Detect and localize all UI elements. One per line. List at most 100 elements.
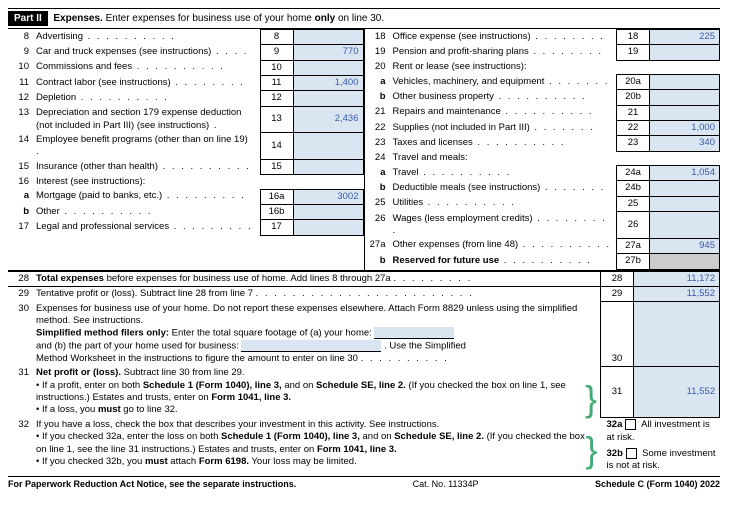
box-label: 12	[260, 91, 293, 106]
line-no: 15	[8, 160, 33, 175]
box-value[interactable]	[293, 60, 363, 75]
box-label: 17	[260, 220, 293, 235]
line-no: 25	[365, 196, 390, 211]
box-label: 15	[260, 160, 293, 175]
box-value[interactable]	[650, 105, 720, 120]
t: Schedule SE, line 2.	[394, 431, 484, 442]
line-desc: Travel and meals:	[390, 151, 617, 165]
line30-p2b: Enter the total square footage of (a) yo…	[169, 328, 372, 339]
t: must	[98, 404, 121, 415]
box-label: 27a	[617, 238, 650, 253]
line28-rest: before expenses for business use of home…	[104, 273, 391, 284]
t: Schedule 1 (Form 1040), line 3,	[221, 431, 360, 442]
line-no: 28	[8, 271, 33, 286]
line32-intro: If you have a loss, check the box that d…	[36, 419, 598, 431]
box-value[interactable]: 11,552	[634, 366, 720, 417]
line-no: a	[8, 189, 33, 204]
box-value[interactable]: 770	[293, 45, 363, 60]
line30-p3b: . Use the Simplified	[384, 341, 466, 352]
t: attach	[168, 456, 199, 467]
line-no: 12	[8, 91, 33, 106]
box-value[interactable]: 3002	[293, 189, 363, 204]
box-label: 24b	[617, 181, 650, 196]
line-no: 32	[8, 418, 33, 474]
box-value[interactable]	[293, 30, 363, 45]
t: Form 1041, line 3.	[211, 392, 291, 403]
box-value[interactable]	[650, 90, 720, 105]
box-value[interactable]	[293, 160, 363, 175]
t: Form 6198.	[199, 456, 249, 467]
box-value[interactable]	[650, 254, 720, 269]
line-desc: Contract labor (see instructions) . . . …	[33, 76, 260, 91]
line29-desc: Tentative profit or (loss). Subtract lin…	[33, 286, 601, 301]
box-value[interactable]	[293, 91, 363, 106]
box-value[interactable]: 2,436	[293, 106, 363, 133]
box-label: 21	[617, 105, 650, 120]
line-no: b	[365, 254, 390, 269]
checkbox-32b[interactable]	[626, 448, 637, 459]
box-value[interactable]	[293, 205, 363, 220]
line-no: 31	[8, 366, 33, 417]
box-label: 18	[617, 30, 650, 45]
box-value[interactable]: 945	[650, 238, 720, 253]
box-value[interactable]: 1,400	[293, 76, 363, 91]
empty-cell	[617, 151, 720, 165]
line-no: 22	[365, 121, 390, 136]
box-value[interactable]	[650, 75, 720, 90]
opt-32a-label: 32a	[607, 419, 623, 430]
checkbox-32a[interactable]	[625, 419, 636, 430]
line-desc: Rent or lease (see instructions):	[390, 60, 617, 74]
line-no: 20	[365, 60, 390, 74]
sqft-home-input[interactable]	[374, 327, 454, 339]
box-value[interactable]	[650, 181, 720, 196]
box-label: 28	[601, 271, 634, 286]
line30-bold: Simplified method filers only:	[36, 328, 169, 339]
line-no: 18	[365, 30, 390, 45]
box-value[interactable]	[293, 220, 363, 235]
t: must	[145, 456, 168, 467]
box-value[interactable]: 1,000	[650, 121, 720, 136]
box-label: 22	[617, 121, 650, 136]
box-value[interactable]	[650, 45, 720, 60]
line-no: a	[365, 166, 390, 181]
line-no: 14	[8, 133, 33, 160]
line-desc: Office expense (see instructions) . . . …	[390, 30, 617, 45]
line30-desc: Expenses for business use of your home. …	[33, 302, 601, 367]
box-label: 11	[260, 76, 293, 91]
box-label: 25	[617, 196, 650, 211]
footer-mid: Cat. No. 11334P	[413, 479, 479, 489]
box-label: 13	[260, 106, 293, 133]
line-no: 17	[8, 220, 33, 235]
t: Schedule 1 (Form 1040), line 3,	[143, 380, 282, 391]
line-desc: Deductible meals (see instructions) . . …	[390, 181, 617, 196]
line-desc: Depletion . . . . . . . . . .	[33, 91, 260, 106]
box-label: 16b	[260, 205, 293, 220]
box-value[interactable]	[634, 302, 720, 367]
line30-p1: Expenses for business use of your home. …	[36, 303, 597, 328]
box-value[interactable]	[650, 196, 720, 211]
line-no: 8	[8, 30, 33, 45]
box-value[interactable]: 225	[650, 30, 720, 45]
page-footer: For Paperwork Reduction Act Notice, see …	[8, 476, 720, 489]
line-desc: Other expenses (from line 48) . . . . . …	[390, 238, 617, 253]
box-label: 30	[601, 302, 634, 367]
brace-icon: }	[585, 439, 597, 461]
box-value[interactable]: 11,552	[634, 286, 720, 301]
line-desc: Repairs and maintenance . . . . . . . . …	[390, 105, 617, 120]
sqft-business-input[interactable]	[241, 340, 381, 352]
box-value[interactable]	[650, 212, 720, 239]
line-no: 9	[8, 45, 33, 60]
line-desc: Insurance (other than health) . . . . . …	[33, 160, 260, 175]
box-value[interactable]: 340	[650, 136, 720, 151]
part-title-end: on line 30.	[338, 13, 384, 24]
box-value[interactable]: 11,172	[634, 271, 720, 286]
line-no: b	[365, 90, 390, 105]
footer-left: For Paperwork Reduction Act Notice, see …	[8, 479, 296, 489]
line29-text: Tentative profit or (loss). Subtract lin…	[36, 288, 253, 299]
box-value[interactable]: 1,054	[650, 166, 720, 181]
line-desc: Pension and profit-sharing plans . . . .…	[390, 45, 617, 60]
line-no: 10	[8, 60, 33, 75]
line28-desc: Total expenses before expenses for busin…	[33, 271, 601, 286]
box-value[interactable]	[293, 133, 363, 160]
line-desc: Employee benefit programs (other than on…	[33, 133, 260, 160]
